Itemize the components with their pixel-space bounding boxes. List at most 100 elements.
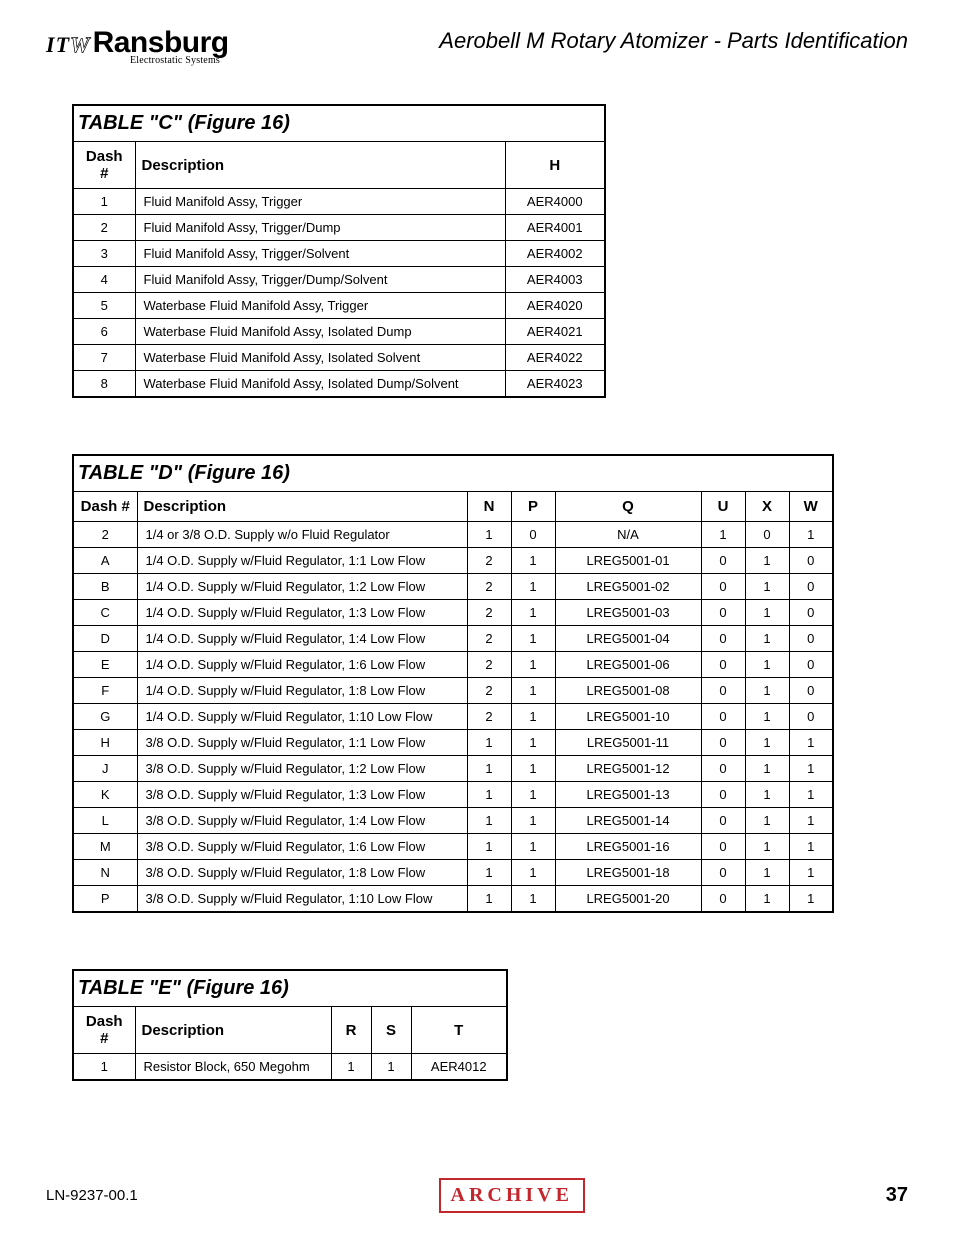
cell-dash: H: [73, 730, 137, 756]
cell-n: 1: [467, 522, 511, 548]
cell-description: 3/8 O.D. Supply w/Fluid Regulator, 1:6 L…: [137, 834, 467, 860]
cell-h: AER4001: [505, 215, 605, 241]
cell-u: 0: [701, 782, 745, 808]
cell-u: 0: [701, 548, 745, 574]
logo-brand-text: Ransburg: [93, 28, 229, 58]
cell-description: 1/4 O.D. Supply w/Fluid Regulator, 1:8 L…: [137, 678, 467, 704]
cell-w: 1: [789, 522, 833, 548]
cell-q: LREG5001-10: [555, 704, 701, 730]
table-row: 6Waterbase Fluid Manifold Assy, Isolated…: [73, 319, 605, 345]
cell-x: 1: [745, 626, 789, 652]
table-c-col-desc: Description: [135, 142, 505, 189]
document-number: LN-9237-00.1: [46, 1187, 138, 1204]
cell-u: 0: [701, 626, 745, 652]
table-row: 3Fluid Manifold Assy, Trigger/SolventAER…: [73, 241, 605, 267]
cell-q: LREG5001-08: [555, 678, 701, 704]
cell-n: 2: [467, 704, 511, 730]
cell-dash: 1: [73, 1054, 135, 1081]
cell-x: 1: [745, 782, 789, 808]
cell-u: 1: [701, 522, 745, 548]
table-e-container: TABLE "E" (Figure 16) Dash # Description…: [72, 969, 908, 1081]
cell-description: Waterbase Fluid Manifold Assy, Isolated …: [135, 319, 505, 345]
cell-p: 1: [511, 834, 555, 860]
cell-description: Waterbase Fluid Manifold Assy, Isolated …: [135, 371, 505, 398]
cell-x: 1: [745, 678, 789, 704]
table-row: 7Waterbase Fluid Manifold Assy, Isolated…: [73, 345, 605, 371]
cell-x: 1: [745, 704, 789, 730]
cell-dash: 2: [73, 522, 137, 548]
cell-p: 1: [511, 860, 555, 886]
cell-r: 1: [331, 1054, 371, 1081]
cell-dash: G: [73, 704, 137, 730]
cell-n: 2: [467, 548, 511, 574]
cell-x: 1: [745, 834, 789, 860]
cell-description: 3/8 O.D. Supply w/Fluid Regulator, 1:3 L…: [137, 782, 467, 808]
table-c-caption: TABLE "C" (Figure 16): [73, 105, 605, 142]
table-d-col-q: Q: [555, 492, 701, 522]
cell-dash: 1: [73, 189, 135, 215]
cell-dash: A: [73, 548, 137, 574]
table-d-col-desc: Description: [137, 492, 467, 522]
cell-description: 3/8 O.D. Supply w/Fluid Regulator, 1:8 L…: [137, 860, 467, 886]
cell-q: LREG5001-20: [555, 886, 701, 913]
cell-n: 2: [467, 626, 511, 652]
table-row: K3/8 O.D. Supply w/Fluid Regulator, 1:3 …: [73, 782, 833, 808]
cell-x: 1: [745, 886, 789, 913]
cell-n: 2: [467, 574, 511, 600]
logo-itw-w: W: [70, 34, 89, 56]
cell-p: 1: [511, 600, 555, 626]
cell-dash: F: [73, 678, 137, 704]
table-row: H3/8 O.D. Supply w/Fluid Regulator, 1:1 …: [73, 730, 833, 756]
cell-n: 1: [467, 834, 511, 860]
cell-description: 3/8 O.D. Supply w/Fluid Regulator, 1:2 L…: [137, 756, 467, 782]
table-d-col-dash: Dash #: [73, 492, 137, 522]
cell-description: Waterbase Fluid Manifold Assy, Trigger: [135, 293, 505, 319]
cell-w: 1: [789, 834, 833, 860]
cell-q: LREG5001-04: [555, 626, 701, 652]
cell-n: 2: [467, 600, 511, 626]
cell-w: 1: [789, 756, 833, 782]
cell-description: 1/4 O.D. Supply w/Fluid Regulator, 1:1 L…: [137, 548, 467, 574]
cell-q: LREG5001-13: [555, 782, 701, 808]
cell-p: 1: [511, 548, 555, 574]
cell-description: 1/4 O.D. Supply w/Fluid Regulator, 1:4 L…: [137, 626, 467, 652]
table-e-caption: TABLE "E" (Figure 16): [73, 970, 507, 1007]
cell-w: 0: [789, 652, 833, 678]
table-e-col-desc: Description: [135, 1007, 331, 1054]
table-row: P3/8 O.D. Supply w/Fluid Regulator, 1:10…: [73, 886, 833, 913]
table-e-col-dash: Dash #: [73, 1007, 135, 1054]
cell-u: 0: [701, 652, 745, 678]
cell-dash: 8: [73, 371, 135, 398]
cell-p: 1: [511, 782, 555, 808]
cell-n: 1: [467, 860, 511, 886]
cell-n: 1: [467, 808, 511, 834]
cell-description: 3/8 O.D. Supply w/Fluid Regulator, 1:10 …: [137, 886, 467, 913]
table-d-caption: TABLE "D" (Figure 16): [73, 455, 833, 492]
cell-x: 0: [745, 522, 789, 548]
table-row: 8Waterbase Fluid Manifold Assy, Isolated…: [73, 371, 605, 398]
table-c-col-dash: Dash #: [73, 142, 135, 189]
table-d-col-x: X: [745, 492, 789, 522]
cell-n: 1: [467, 730, 511, 756]
cell-s: 1: [371, 1054, 411, 1081]
cell-dash: L: [73, 808, 137, 834]
cell-p: 1: [511, 730, 555, 756]
cell-p: 1: [511, 652, 555, 678]
logo-itw-i: I: [46, 34, 54, 56]
table-e: TABLE "E" (Figure 16) Dash # Description…: [72, 969, 508, 1081]
brand-logo: ITW Ransburg Electrostatic Systems: [46, 28, 229, 66]
cell-w: 1: [789, 808, 833, 834]
table-d-col-u: U: [701, 492, 745, 522]
cell-q: LREG5001-16: [555, 834, 701, 860]
cell-u: 0: [701, 860, 745, 886]
cell-h: AER4023: [505, 371, 605, 398]
cell-description: 1/4 O.D. Supply w/Fluid Regulator, 1:10 …: [137, 704, 467, 730]
cell-dash: 5: [73, 293, 135, 319]
cell-w: 1: [789, 782, 833, 808]
cell-description: Fluid Manifold Assy, Trigger/Solvent: [135, 241, 505, 267]
table-d-col-w: W: [789, 492, 833, 522]
cell-dash: E: [73, 652, 137, 678]
cell-u: 0: [701, 704, 745, 730]
cell-x: 1: [745, 652, 789, 678]
cell-dash: N: [73, 860, 137, 886]
